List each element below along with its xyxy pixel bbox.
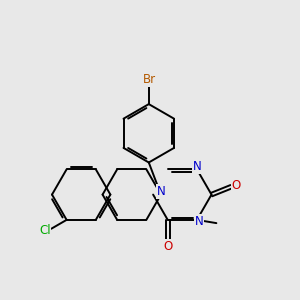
Text: N: N (193, 160, 201, 173)
Text: O: O (163, 240, 172, 253)
Text: Br: Br (143, 73, 156, 86)
Text: Cl: Cl (39, 224, 50, 237)
Text: N: N (157, 185, 165, 198)
Text: N: N (195, 215, 203, 228)
Text: O: O (232, 178, 241, 192)
